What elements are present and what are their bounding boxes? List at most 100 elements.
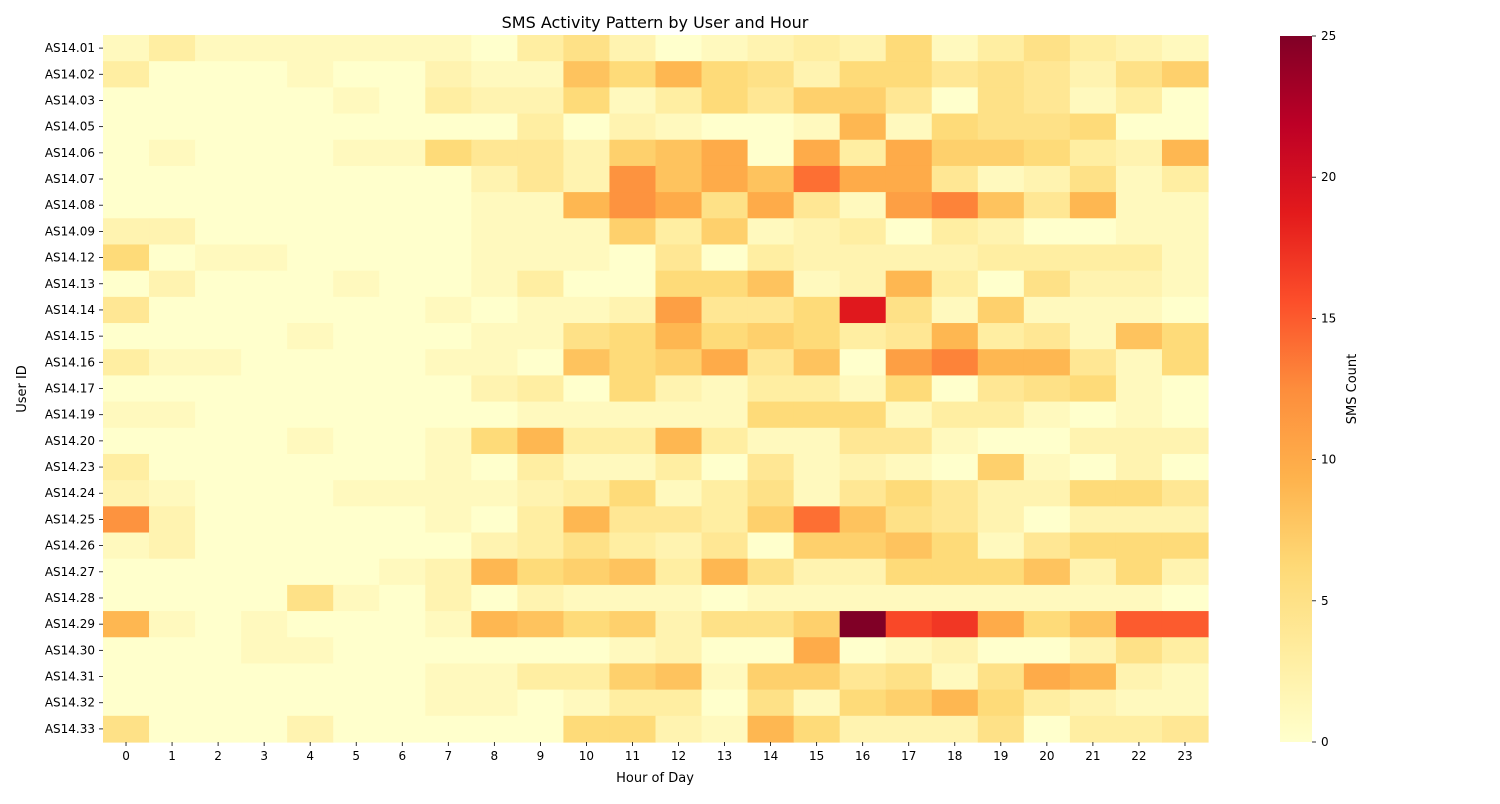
y-tick-label: AS14.01 xyxy=(45,41,95,55)
heatmap-cell-AS14.23-h1 xyxy=(149,453,196,481)
heatmap-cell-AS14.07-h21 xyxy=(1069,165,1117,193)
heatmap-cell-AS14.17-h21 xyxy=(1069,375,1117,403)
heatmap-cell-AS14.19-h0 xyxy=(103,401,150,429)
heatmap-cell-AS14.09-h13 xyxy=(701,218,749,246)
heatmap-cell-AS14.17-h0 xyxy=(103,375,150,403)
heatmap-cell-AS14.16-h11 xyxy=(609,349,657,377)
heatmap-cell-AS14.24-h12 xyxy=(655,480,703,507)
heatmap-cell-AS14.27-h0 xyxy=(103,558,150,586)
heatmap-cell-AS14.16-h22 xyxy=(1115,349,1163,377)
heatmap-cell-AS14.16-h13 xyxy=(701,349,749,377)
heatmap-cell-AS14.30-h22 xyxy=(1115,637,1163,665)
heatmap-cell-AS14.32-h18 xyxy=(931,689,979,717)
heatmap-cell-AS14.19-h17 xyxy=(885,401,933,429)
heatmap-cell-AS14.31-h7 xyxy=(425,663,472,691)
heatmap-cell-AS14.24-h17 xyxy=(885,480,933,507)
heatmap-cell-AS14.29-h19 xyxy=(977,611,1025,638)
heatmap-cell-AS14.03-h8 xyxy=(471,87,518,115)
heatmap-cell-AS14.17-h1 xyxy=(149,375,196,403)
heatmap-cell-AS14.15-h17 xyxy=(885,323,933,350)
heatmap-cell-AS14.16-h18 xyxy=(931,349,979,377)
y-tick-label: AS14.17 xyxy=(45,382,95,396)
x-axis-label: Hour of Day xyxy=(616,771,694,786)
heatmap-cell-AS14.26-h12 xyxy=(655,532,703,560)
heatmap-cell-AS14.17-h13 xyxy=(701,375,749,403)
heatmap-cell-AS14.15-h12 xyxy=(655,323,703,350)
heatmap-cell-AS14.32-h20 xyxy=(1023,689,1071,717)
heatmap-cell-AS14.25-h8 xyxy=(471,506,518,534)
heatmap-cell-AS14.32-h13 xyxy=(701,689,749,717)
y-tick-label: AS14.08 xyxy=(45,198,95,212)
heatmap-cell-AS14.26-h15 xyxy=(793,532,841,560)
heatmap-cell-AS14.06-h18 xyxy=(931,139,979,167)
heatmap-cell-AS14.06-h2 xyxy=(195,139,242,167)
heatmap-cell-AS14.23-h20 xyxy=(1023,453,1071,481)
y-tick-label: AS14.27 xyxy=(45,565,95,579)
heatmap-cell-AS14.06-h11 xyxy=(609,139,657,167)
heatmap-cell-AS14.05-h5 xyxy=(333,113,380,141)
x-tick-label: 18 xyxy=(947,749,962,763)
heatmap-cell-AS14.05-h9 xyxy=(517,113,565,141)
heatmap-cell-AS14.13-h6 xyxy=(379,270,426,298)
y-tick-label: AS14.07 xyxy=(45,172,95,186)
heatmap-cell-AS14.03-h5 xyxy=(333,87,380,115)
heatmap-cell-AS14.26-h11 xyxy=(609,532,657,560)
heatmap-cell-AS14.12-h9 xyxy=(517,244,565,272)
heatmap-cell-AS14.25-h18 xyxy=(931,506,979,534)
heatmap-cell-AS14.23-h17 xyxy=(885,453,933,481)
heatmap-cell-AS14.07-h4 xyxy=(287,165,334,193)
heatmap-cell-AS14.30-h12 xyxy=(655,637,703,665)
heatmap-cell-AS14.28-h3 xyxy=(241,584,288,612)
heatmap-cell-AS14.12-h15 xyxy=(793,244,841,272)
heatmap-cell-AS14.01-h22 xyxy=(1115,35,1163,62)
heatmap-cell-AS14.13-h3 xyxy=(241,270,288,298)
colorbar-label: SMS Count xyxy=(1345,354,1360,424)
heatmap-cell-AS14.05-h18 xyxy=(931,113,979,141)
heatmap-cell-AS14.08-h12 xyxy=(655,192,703,219)
heatmap-cell-AS14.28-h21 xyxy=(1069,584,1117,612)
heatmap-cell-AS14.13-h11 xyxy=(609,270,657,298)
heatmap-cell-AS14.33-h4 xyxy=(287,715,334,743)
heatmap-cell-AS14.09-h21 xyxy=(1069,218,1117,246)
heatmap-cell-AS14.15-h3 xyxy=(241,323,288,350)
colorbar-tick-label: 0 xyxy=(1321,735,1329,749)
heatmap-cell-AS14.33-h16 xyxy=(839,715,887,743)
heatmap-cell-AS14.29-h10 xyxy=(563,611,611,638)
heatmap-cell-AS14.02-h14 xyxy=(747,61,795,88)
heatmap-cell-AS14.06-h5 xyxy=(333,139,380,167)
heatmap-cell-AS14.25-h7 xyxy=(425,506,472,534)
heatmap-cell-AS14.03-h20 xyxy=(1023,87,1071,115)
heatmap-cell-AS14.12-h16 xyxy=(839,244,887,272)
heatmap-cell-AS14.27-h3 xyxy=(241,558,288,586)
heatmap-cell-AS14.03-h16 xyxy=(839,87,887,115)
heatmap-cell-AS14.33-h1 xyxy=(149,715,196,743)
heatmap-cell-AS14.19-h21 xyxy=(1069,401,1117,429)
heatmap-cell-AS14.14-h11 xyxy=(609,296,657,324)
heatmap-cell-AS14.17-h22 xyxy=(1115,375,1163,403)
heatmap-cell-AS14.06-h8 xyxy=(471,139,518,167)
heatmap-cell-AS14.19-h14 xyxy=(747,401,795,429)
heatmap-cell-AS14.03-h11 xyxy=(609,87,657,115)
heatmap-cell-AS14.03-h6 xyxy=(379,87,426,115)
heatmap-cell-AS14.05-h13 xyxy=(701,113,749,141)
heatmap-cell-AS14.24-h16 xyxy=(839,480,887,507)
heatmap-cell-AS14.07-h19 xyxy=(977,165,1025,193)
heatmap-cell-AS14.28-h0 xyxy=(103,584,150,612)
heatmap-cell-AS14.07-h13 xyxy=(701,165,749,193)
heatmap-cell-AS14.06-h4 xyxy=(287,139,334,167)
heatmap-cell-AS14.19-h23 xyxy=(1161,401,1209,429)
heatmap-cell-AS14.01-h7 xyxy=(425,35,472,62)
heatmap-cell-AS14.33-h7 xyxy=(425,715,472,743)
heatmap-cell-AS14.28-h16 xyxy=(839,584,887,612)
heatmap-cell-AS14.16-h1 xyxy=(149,349,196,377)
heatmap-cell-AS14.05-h2 xyxy=(195,113,242,141)
heatmap-cells xyxy=(103,35,1209,743)
heatmap-cell-AS14.25-h16 xyxy=(839,506,887,534)
heatmap-cell-AS14.30-h18 xyxy=(931,637,979,665)
heatmap-cell-AS14.17-h9 xyxy=(517,375,565,403)
heatmap-cell-AS14.01-h19 xyxy=(977,35,1025,62)
heatmap-cell-AS14.30-h23 xyxy=(1161,637,1209,665)
heatmap-cell-AS14.24-h23 xyxy=(1161,480,1209,507)
heatmap-cell-AS14.24-h10 xyxy=(563,480,611,507)
heatmap-cell-AS14.23-h22 xyxy=(1115,453,1163,481)
